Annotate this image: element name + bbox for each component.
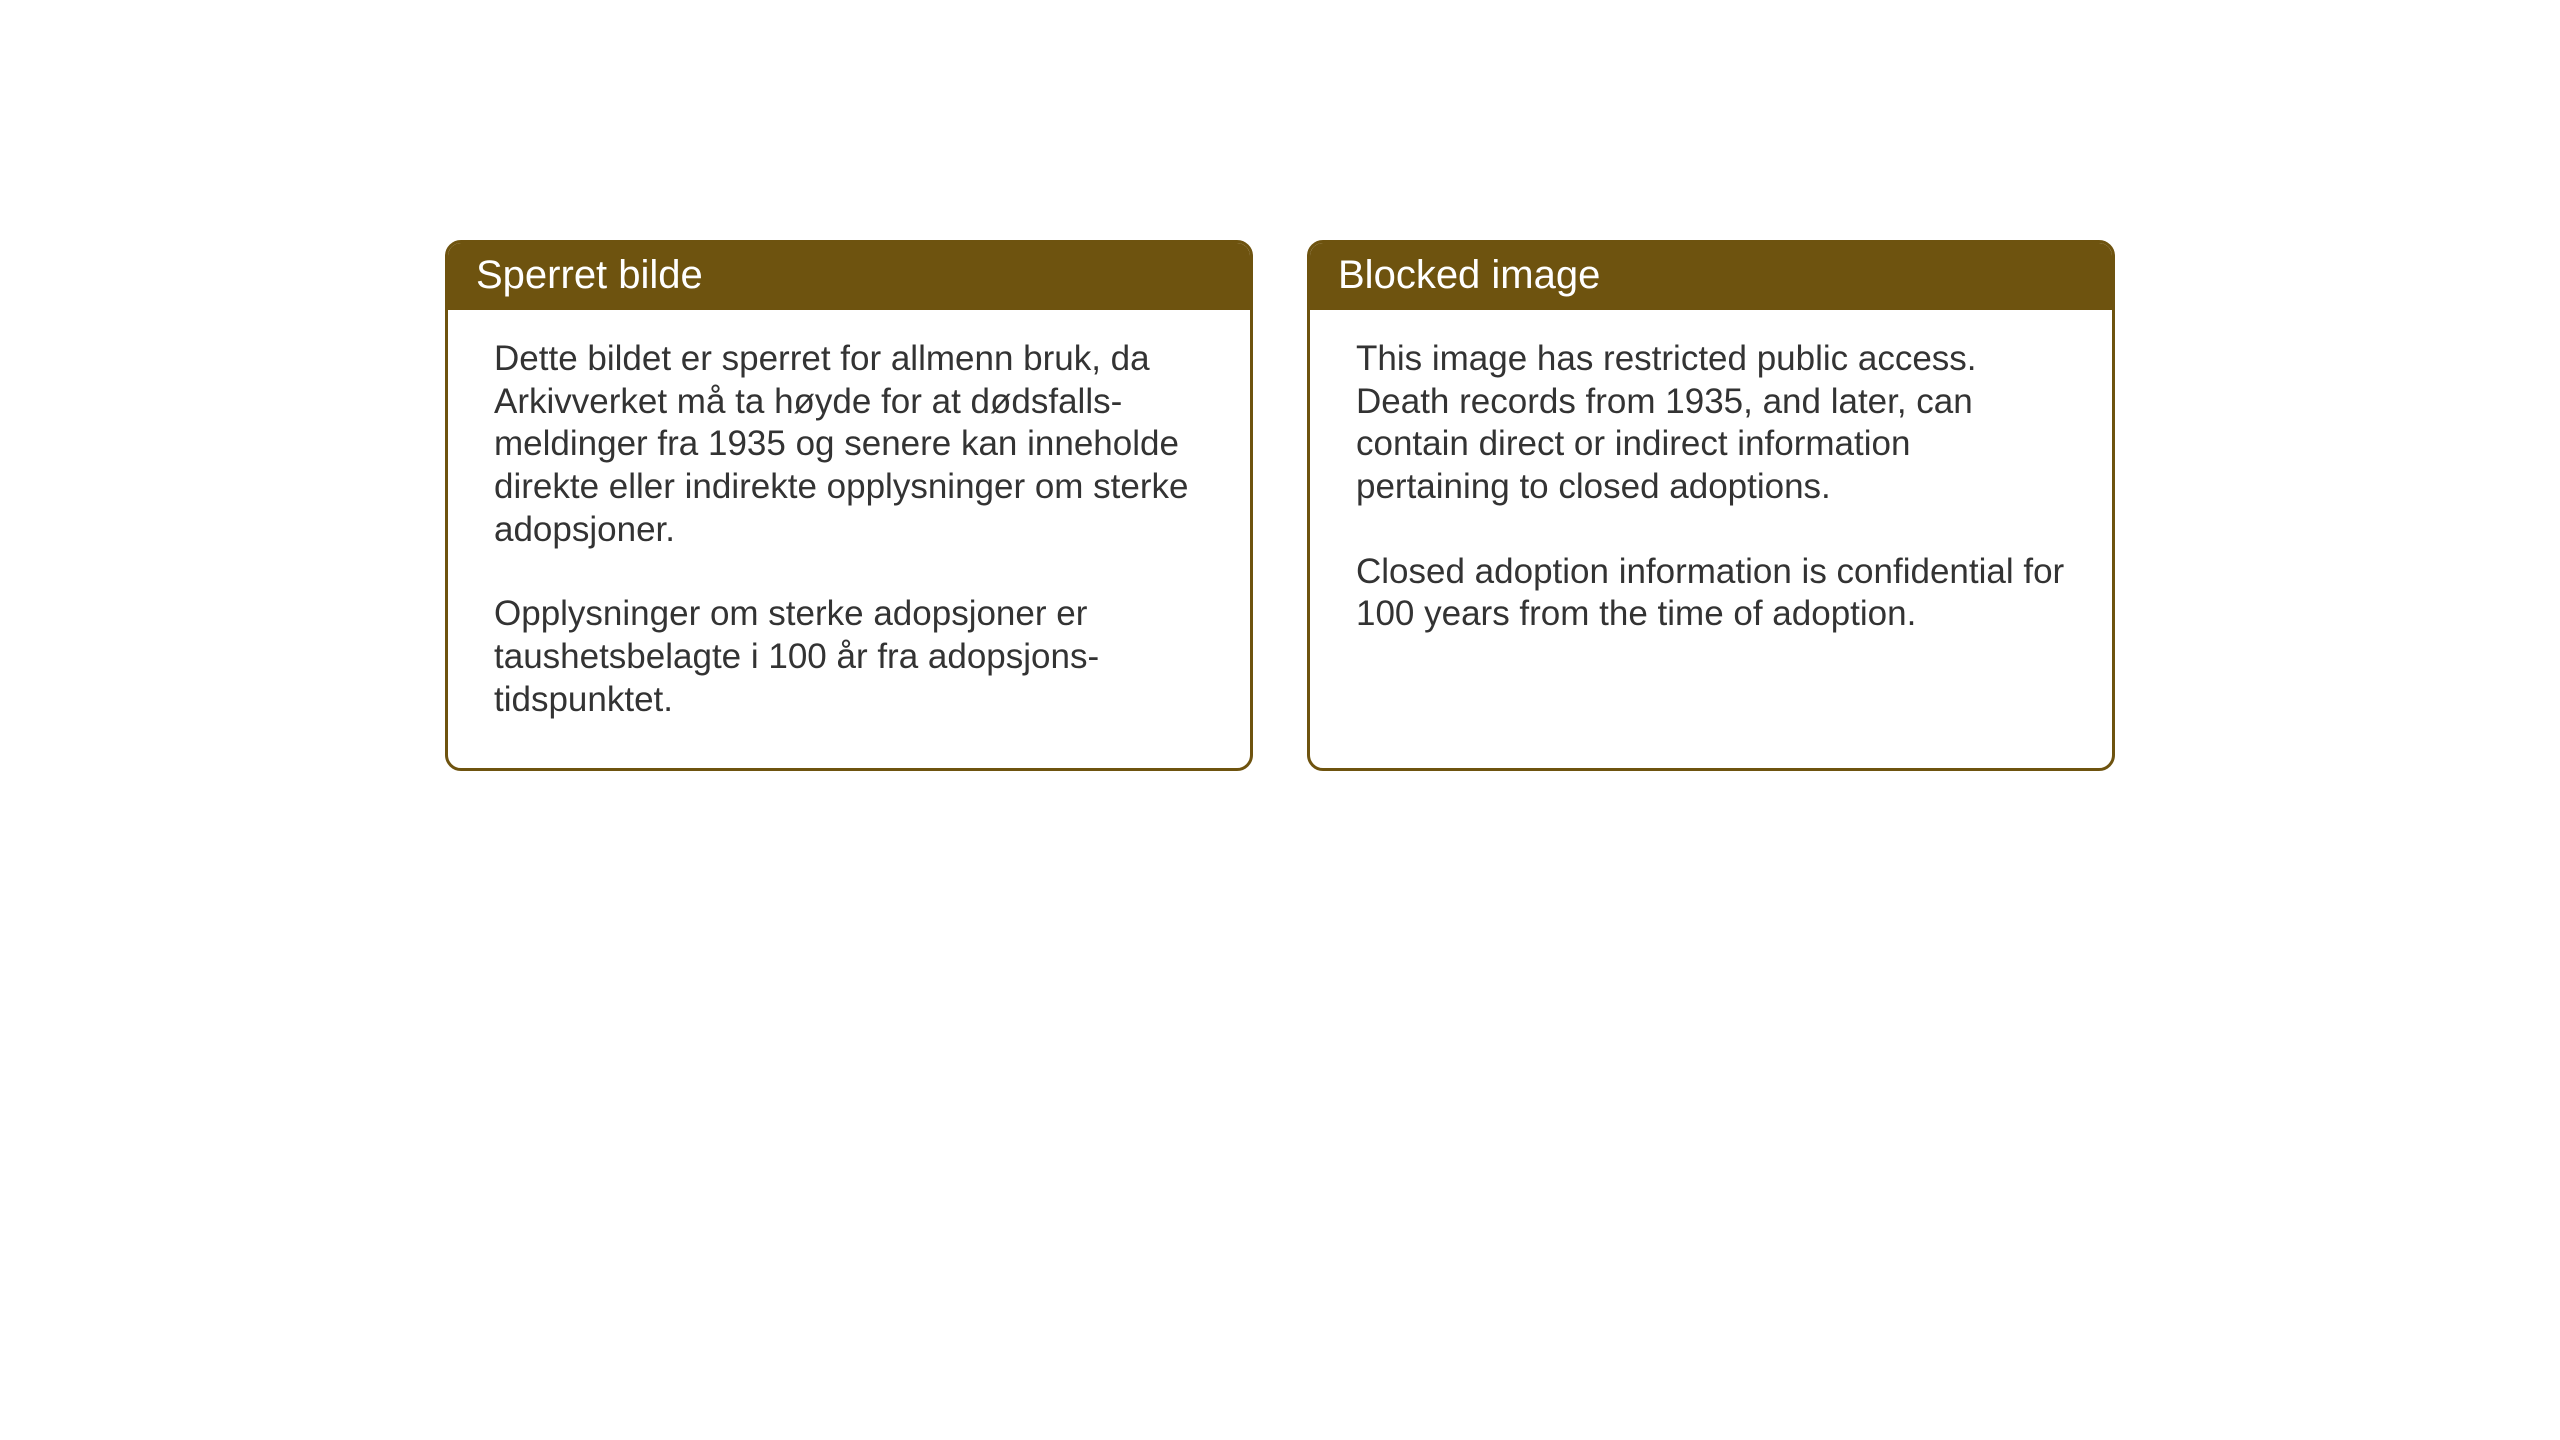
card-paragraph-1-english: This image has restricted public access.… xyxy=(1356,338,2066,509)
card-header-english: Blocked image xyxy=(1310,243,2112,310)
card-body-english: This image has restricted public access.… xyxy=(1310,310,2112,682)
card-paragraph-2-norwegian: Opplysninger om sterke adopsjoner er tau… xyxy=(494,593,1204,721)
notice-card-norwegian: Sperret bilde Dette bildet er sperret fo… xyxy=(445,240,1253,771)
card-header-norwegian: Sperret bilde xyxy=(448,243,1250,310)
card-paragraph-1-norwegian: Dette bildet er sperret for allmenn bruk… xyxy=(494,338,1204,551)
notice-container: Sperret bilde Dette bildet er sperret fo… xyxy=(445,240,2115,771)
card-paragraph-2-english: Closed adoption information is confident… xyxy=(1356,551,2066,636)
card-title-english: Blocked image xyxy=(1338,253,1600,297)
card-body-norwegian: Dette bildet er sperret for allmenn bruk… xyxy=(448,310,1250,768)
card-title-norwegian: Sperret bilde xyxy=(476,253,703,297)
notice-card-english: Blocked image This image has restricted … xyxy=(1307,240,2115,771)
